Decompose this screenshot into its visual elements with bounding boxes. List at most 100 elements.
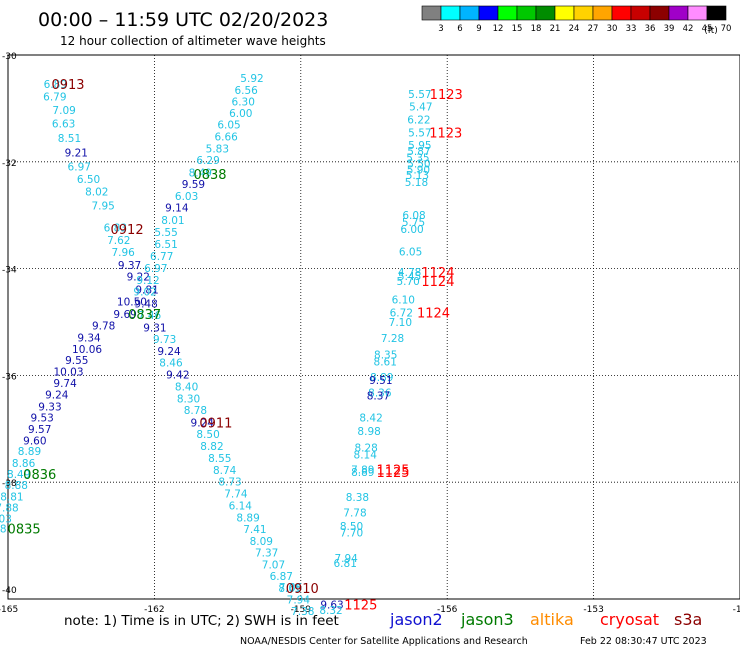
- longitude-tick: -165: [0, 605, 18, 615]
- colorbar-swatch: [554, 5, 575, 21]
- wave-height-label: 8.49: [189, 167, 212, 179]
- wave-height-label: 7.10: [389, 317, 412, 329]
- wave-height-label: 9.37: [118, 260, 141, 272]
- pass-time-label: 1125: [376, 463, 409, 478]
- wave-height-label: 5.95: [408, 140, 431, 152]
- wave-height-label: 9.69: [113, 309, 136, 321]
- wave-height-label: 8.89: [18, 446, 41, 458]
- pass-time-label: 1123: [430, 88, 463, 103]
- colorbar-swatch: [687, 5, 708, 21]
- colorbar-swatch: [592, 5, 613, 21]
- wave-height-label: 8.30: [177, 393, 200, 405]
- wave-height-label: 7.70: [340, 527, 363, 539]
- wave-height-label: 10.50: [117, 297, 147, 309]
- wave-height-label: 5.47: [409, 101, 432, 113]
- wave-height-label: 5.35: [406, 153, 429, 165]
- wave-height-label: 9.24: [45, 390, 69, 402]
- colorbar-label: 15: [512, 24, 523, 34]
- colorbar-label: 27: [588, 24, 599, 34]
- wave-height-label: 8.73: [218, 477, 241, 489]
- wave-height-label: 8.38: [346, 492, 369, 504]
- satellite-legend: jason2 jason3 altika cryosat s3a: [389, 610, 702, 629]
- latitude-tick: -30: [2, 52, 17, 62]
- wave-height-label: 6.79: [43, 92, 66, 104]
- colorbar-legend: 3 6 9 12 15 18 21 24 27 30 33 36 39 42 45 70: [421, 5, 732, 34]
- wave-height-label: 6.66: [214, 132, 238, 144]
- wave-height-label: 8.14: [354, 449, 378, 461]
- wave-height-label: 6.14: [229, 501, 253, 513]
- wave-height-label: 6.87: [270, 571, 293, 583]
- wave-height-label: 9.21: [65, 148, 88, 160]
- legend-s3a: s3a: [674, 610, 702, 629]
- colorbar-label: 42: [683, 24, 694, 34]
- pass-time-label: 0838: [193, 168, 226, 183]
- wave-height-label: 8.01: [161, 215, 184, 227]
- colorbar-swatch: [478, 5, 499, 21]
- wave-height-label: 6.05: [399, 247, 422, 259]
- wave-height-labels: 6.896.797.096.638.519.216.976.508.027.95…: [0, 73, 433, 618]
- pass-time-label: 0912: [111, 223, 144, 238]
- colorbar-label: 33: [626, 24, 637, 34]
- wave-height-label: 5.18: [405, 177, 428, 189]
- wave-height-label: 5.50: [407, 158, 430, 170]
- wave-height-label: 8.86: [12, 458, 36, 470]
- colorbar-swatch: [630, 5, 651, 21]
- latitude-tick: -34: [2, 266, 17, 276]
- colorbar-label: 45: [702, 24, 713, 34]
- colorbar-label: 30: [607, 24, 618, 34]
- wave-height-label: 5.70: [396, 276, 419, 288]
- wave-height-label: 7.94: [334, 553, 358, 565]
- wave-height-label: 7.46: [138, 310, 162, 322]
- longitude-tick: -153: [583, 605, 603, 615]
- wave-height-label: 8.09: [250, 536, 273, 548]
- colorbar-swatch: [668, 5, 689, 21]
- wave-height-label: 6.56: [234, 85, 258, 97]
- wave-height-label: 9.31: [143, 322, 166, 334]
- latitude-tick-labels: -30 -32 -34 -36 -38 -40: [2, 52, 17, 596]
- wave-height-label: 6.05: [217, 119, 240, 131]
- wave-height-label: 8.40: [175, 382, 198, 394]
- colorbar-label: 3: [438, 24, 443, 34]
- wave-height-label: 8.35: [374, 350, 397, 362]
- map-title: 00:00 – 11:59 UTC 02/20/2023: [38, 9, 328, 31]
- colorbar-swatch: [649, 5, 670, 21]
- wave-height-label: 6.22: [407, 115, 430, 127]
- map-frame: [7, 54, 740, 600]
- colorbar-swatch: [706, 5, 727, 21]
- pass-time-label: 0913: [51, 78, 84, 93]
- wave-height-label: 6.89: [44, 79, 67, 91]
- colorbar-label: 70: [721, 24, 732, 34]
- wave-height-label: 5.83: [206, 143, 229, 155]
- wave-height-label: 5.45: [398, 271, 421, 283]
- wave-height-label: 6.51: [154, 239, 177, 251]
- longitude-tick-labels: -165 -162 -159 -156 -153 -15: [0, 605, 740, 615]
- longitude-tick: -162: [144, 605, 164, 615]
- colorbar-swatch: [611, 5, 632, 21]
- wave-height-label: 6.08: [402, 210, 425, 222]
- map-subtitle: 12 hour collection of altimeter wave hei…: [60, 34, 326, 48]
- colorbar-label: 24: [569, 24, 580, 34]
- wave-height-label: 9.24: [191, 417, 215, 429]
- wave-height-label: 10.06: [72, 344, 102, 356]
- wave-height-label: 8.89: [351, 467, 374, 479]
- wave-height-label: 6.10: [392, 295, 415, 307]
- wave-height-label: 7.78: [0, 524, 7, 536]
- wave-height-label: 8.82: [200, 441, 223, 453]
- wave-height-label: 8.46: [159, 358, 183, 370]
- wave-height-label: 7.94: [287, 595, 311, 607]
- wave-height-label: 6.00: [400, 224, 423, 236]
- wave-height-label: 4.78: [398, 267, 421, 279]
- wave-height-label: 9.24: [157, 346, 181, 358]
- wave-height-label: 6.30: [232, 96, 255, 108]
- timestamp: Feb 22 08:30:47 UTC 2023: [580, 636, 707, 647]
- wave-height-label: 7.86: [279, 582, 303, 594]
- pass-time-label: 1124: [421, 275, 454, 290]
- wave-height-label: 8.50: [340, 521, 363, 533]
- wave-height-label: 6.97: [144, 263, 167, 275]
- wave-height-label: 9.42: [166, 369, 189, 381]
- wave-height-label: 8.32: [319, 605, 342, 617]
- pass-time-label: 1123: [429, 126, 462, 141]
- wave-height-label: 8.05: [278, 583, 301, 595]
- colorbar-swatch: [440, 5, 461, 21]
